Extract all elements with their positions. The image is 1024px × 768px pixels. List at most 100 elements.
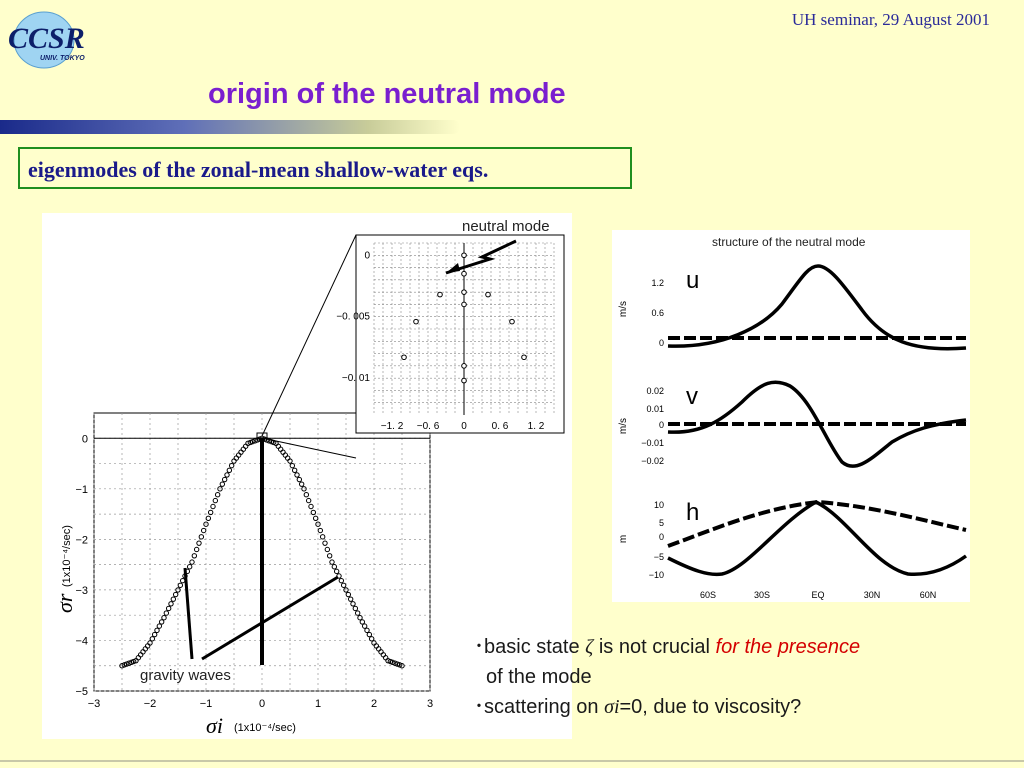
eigenvalue-point <box>191 553 198 559</box>
bullet-list: ･basic state ζ is not crucial for the pr… <box>474 632 860 722</box>
panel-y-tick: 1.2 <box>651 278 664 288</box>
eigenvalue-point <box>161 615 167 621</box>
x-tick-label: −3 <box>88 698 101 710</box>
y-tick-label: −1 <box>75 484 88 496</box>
eigenvalue-point <box>287 458 293 464</box>
inset-point <box>461 252 467 259</box>
inset-y-tick: −0. 005 <box>336 312 370 323</box>
inset-x-tick: 0 <box>461 421 467 432</box>
eigenvalue-point <box>242 443 249 449</box>
eigenvalue-point <box>151 631 158 638</box>
eigenvalue-point <box>368 636 375 642</box>
eigenvalue-point <box>226 467 233 473</box>
panel-var-label: u <box>686 267 699 294</box>
structure-x-tick: 30N <box>864 590 881 600</box>
eigenvalue-point <box>205 515 212 522</box>
eigenvalue-point <box>214 492 221 498</box>
eigenvalue-point <box>186 564 193 570</box>
inset-point <box>485 291 491 298</box>
eigenvalue-point <box>203 521 209 527</box>
eigenvalue-point <box>168 601 174 607</box>
panel-y-tick: 0 <box>659 532 664 542</box>
eigenvalue-point <box>315 521 321 527</box>
y-axis-unit: (1x10⁻⁴/sec) <box>61 525 73 587</box>
eigenvalue-point <box>382 655 389 661</box>
sigma-i-symbol: σi <box>604 696 620 718</box>
panel-y-tick: 0 <box>659 420 664 430</box>
gravity-pointer-left <box>183 567 194 660</box>
seminar-label: UH seminar, 29 August 2001 <box>791 10 990 29</box>
arrow-head <box>446 263 460 273</box>
panel-var-label: v <box>686 383 698 410</box>
eigenvalue-point <box>338 577 345 584</box>
eigenvalue-point <box>158 619 165 625</box>
inset-point <box>461 289 467 295</box>
inset-point <box>437 291 443 298</box>
logo-text: CCSR <box>8 22 85 55</box>
eigenvalue-point <box>359 619 366 625</box>
inset-plot-frame <box>355 234 565 434</box>
eigenvalue-point <box>140 649 146 655</box>
eigenvalue-point <box>221 476 228 483</box>
panel-y-tick: −5 <box>654 552 664 562</box>
eigenvalue-point <box>156 623 163 629</box>
gravity-waves-label: gravity waves <box>140 667 231 684</box>
eigenvalue-point <box>308 503 314 510</box>
inset-point <box>461 270 467 277</box>
eigenvalue-point <box>375 646 382 652</box>
eigenvalue-point <box>312 515 319 522</box>
h-mode-curve <box>667 500 968 577</box>
eigenvalue-point <box>322 540 328 546</box>
gravity-pointer-right <box>201 575 339 661</box>
inset-point <box>521 354 527 361</box>
eigenvalue-point <box>193 546 200 553</box>
eigenvalue-point <box>275 443 282 449</box>
y-tick-label: −4 <box>75 635 88 647</box>
structure-x-tick: 30S <box>754 590 770 600</box>
y-axis-symbol: σr <box>52 593 77 613</box>
eigenvalue-point <box>177 582 184 588</box>
eigenvalue-point <box>189 559 195 565</box>
y-tick-label: −5 <box>75 686 88 698</box>
eigenvalue-point <box>175 587 181 593</box>
zoom-line-bottom <box>261 437 357 459</box>
logo-subtext: UNIV. TOKYO <box>40 55 85 62</box>
panel-y-tick: −0.02 <box>641 456 664 466</box>
inset-x-tick: 1. 2 <box>528 421 545 432</box>
bullet-1-continuation: of the mode <box>486 666 592 688</box>
eigenvalue-figure: −3 −2 −1 0 1 2 3 0 −1 −2 −3 −4 −5 −1. 2 −0. 6 0 0. 6 1. … <box>42 213 572 739</box>
neutral-mode-label: neutral mode <box>462 218 550 235</box>
bullet-1-text-b: is not crucial <box>593 636 716 658</box>
eigenvalue-point <box>324 546 331 553</box>
eigenvalue-point <box>347 596 354 602</box>
eigenvalue-point <box>333 568 340 575</box>
bullet-marker: ･ <box>474 696 484 718</box>
structure-x-tick: 60S <box>700 590 716 600</box>
eigenvalue-point <box>210 503 216 510</box>
inset-point <box>461 363 467 369</box>
panel-unit-label: m/s <box>618 418 629 434</box>
panel-unit-label: m/s <box>618 301 629 317</box>
panel-y-tick: −0.01 <box>641 438 664 448</box>
x-axis-unit: (1x10⁻⁴/sec) <box>234 722 296 734</box>
eigenvalue-point <box>305 497 312 504</box>
eigenvalue-point <box>294 472 300 478</box>
eigenvalue-point <box>149 636 156 642</box>
eigenvalue-point <box>331 564 338 570</box>
panel-y-tick: 0.02 <box>646 386 664 396</box>
eigenvalue-point <box>352 605 359 612</box>
u-mode-curve <box>667 264 967 351</box>
eigenvalue-point <box>240 446 247 452</box>
title-underline <box>0 120 460 134</box>
eigenvalue-point <box>329 559 335 565</box>
bullet-marker: ･ <box>474 636 484 658</box>
eigenvalue-point <box>373 643 380 649</box>
bottom-rule <box>0 760 1024 762</box>
x-tick-label: 1 <box>315 698 321 710</box>
zeta-symbol: ζ <box>585 636 594 658</box>
inset-point <box>461 377 467 384</box>
eigenvalue-point <box>340 582 347 588</box>
eigenvalue-point <box>289 462 296 469</box>
panel-y-tick: 0.6 <box>651 308 664 318</box>
panel-y-tick: 0 <box>659 338 664 348</box>
